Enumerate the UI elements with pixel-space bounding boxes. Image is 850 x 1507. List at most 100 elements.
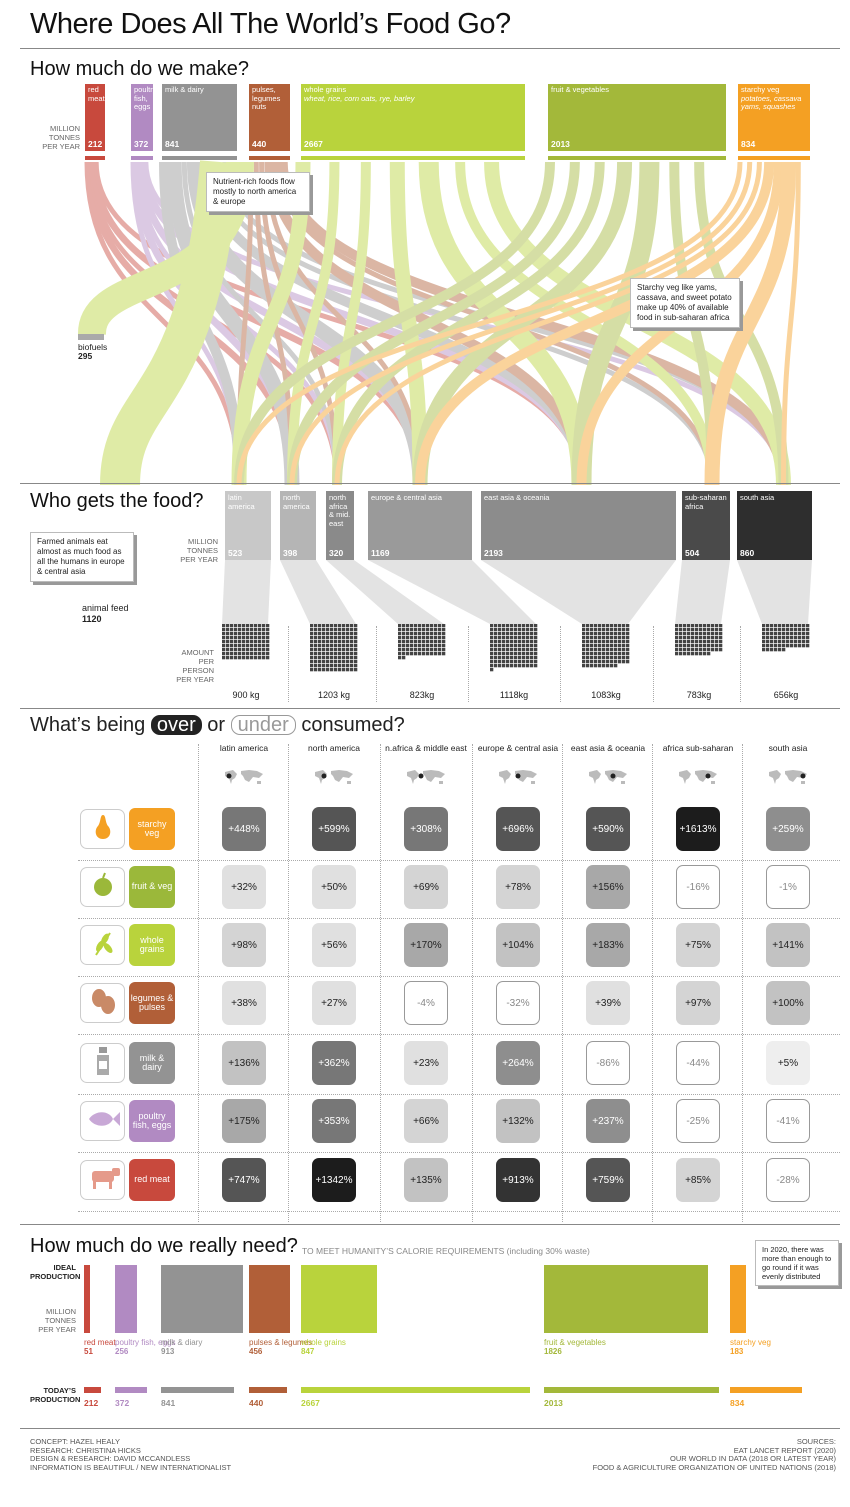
- need-label: starchy veg 183: [730, 1338, 800, 1356]
- ideal-label: IDEAL PRODUCTION: [30, 1263, 81, 1281]
- flow-band: [781, 161, 801, 486]
- row-label: legumes & pulses: [129, 982, 175, 1024]
- ideal-bar: [249, 1265, 290, 1333]
- row-divider: [78, 860, 840, 861]
- production-value: 212: [88, 138, 103, 149]
- today-value: 834: [730, 1398, 745, 1408]
- world-map-icon: [587, 768, 629, 786]
- need-label-text: pulses & legumes: [249, 1338, 313, 1347]
- divider: [20, 48, 840, 49]
- ideal-bar: [84, 1265, 90, 1333]
- flow-band: [412, 161, 633, 486]
- region-value: 320: [329, 547, 344, 558]
- food-flow-diagram: [78, 160, 801, 486]
- flow-band: [84, 161, 242, 486]
- column-divider: [653, 626, 654, 702]
- ideal-bar: [115, 1265, 137, 1333]
- change-cell: +23%: [404, 1041, 448, 1085]
- column-divider: [742, 744, 743, 1222]
- beans-icon: [88, 986, 118, 1021]
- row-divider: [78, 918, 840, 919]
- need-value: 51: [84, 1347, 93, 1356]
- per-person-grid: [762, 624, 810, 678]
- biofuels-label: biofuels 295: [78, 342, 108, 361]
- world-map-icon: [313, 768, 355, 786]
- production-block-fruit: fruit & vegetables 2013: [548, 84, 726, 151]
- flow-band: [131, 161, 296, 486]
- production-value: 440: [252, 138, 267, 149]
- flow-band: [571, 161, 660, 486]
- per-person-grid: [398, 624, 446, 678]
- change-cell: +264%: [496, 1041, 540, 1085]
- row-divider: [78, 976, 840, 977]
- per-person-label: AMOUNT PER PERSON PER YEAR: [176, 648, 214, 684]
- row-label: starchy veg: [129, 808, 175, 850]
- flow-band: [100, 160, 240, 486]
- production-label: poultry fish, eggs: [134, 85, 157, 111]
- region-funnel: [737, 560, 812, 624]
- flow-band: [130, 161, 242, 486]
- row-icon-box: [80, 1160, 125, 1200]
- flow-band: [85, 161, 296, 486]
- column-divider: [740, 626, 741, 702]
- flow-band: [234, 161, 555, 486]
- change-cell: +1613%: [676, 807, 720, 851]
- milk-bottle-icon: [93, 1045, 113, 1082]
- production-value: 2013: [551, 138, 570, 149]
- region-block: east asia & oceania 2193: [481, 491, 676, 560]
- change-cell: +237%: [586, 1099, 630, 1143]
- today-bar: [730, 1387, 802, 1393]
- flow-band: [455, 161, 717, 486]
- production-label: pulses, legumes nuts: [252, 85, 281, 111]
- section-title-who: Who gets the food?: [30, 490, 204, 512]
- today-value: 2013: [544, 1398, 563, 1408]
- production-label: fruit & vegetables: [551, 85, 609, 94]
- flow-band: [389, 161, 428, 486]
- flow-band: [93, 161, 584, 486]
- change-cell: +156%: [586, 865, 630, 909]
- biofuels-bar: [78, 334, 104, 340]
- today-bar: [249, 1387, 287, 1393]
- production-bar-milk: [162, 156, 237, 160]
- cow-icon: [84, 1165, 122, 1196]
- today-bar: [301, 1387, 530, 1393]
- today-bar: [161, 1387, 234, 1393]
- divider: [20, 1224, 840, 1225]
- row-icon-box: [80, 1043, 125, 1083]
- region-label: north america: [283, 493, 310, 511]
- production-bar-pulses: [249, 156, 290, 160]
- pear-icon: [90, 812, 116, 847]
- need-label-text: milk & diary: [161, 1338, 203, 1347]
- change-cell: +135%: [404, 1158, 448, 1202]
- row-divider: [78, 1034, 840, 1035]
- per-person-grid: [675, 624, 723, 678]
- per-person-grid: [222, 624, 270, 678]
- production-bar-poultry: [131, 156, 153, 160]
- ideal-bar: [544, 1265, 708, 1333]
- change-cell: +27%: [312, 981, 356, 1025]
- fish-icon: [85, 1108, 121, 1135]
- need-label: fruit & vegetables 1826: [544, 1338, 614, 1356]
- section-title-need: How much do we really need?: [30, 1235, 298, 1257]
- column-divider: [380, 744, 381, 1222]
- region-funnel: [280, 560, 356, 624]
- production-label: starchy veg: [741, 85, 780, 94]
- column-divider: [468, 626, 469, 702]
- production-label: red meat: [88, 85, 105, 103]
- region-label: sub-saharan africa: [685, 493, 727, 511]
- flow-band: [415, 161, 775, 486]
- world-map-icon: [677, 768, 719, 786]
- column-divider: [560, 626, 561, 702]
- flow-band: [159, 161, 244, 486]
- need-label-text: fruit & vegetables: [544, 1338, 606, 1347]
- unit-label: MILLION TONNES PER YEAR: [180, 537, 218, 564]
- flow-band: [199, 161, 587, 486]
- change-cell: +696%: [496, 807, 540, 851]
- production-sublabel: potatoes, cassava yams, squashes: [741, 93, 802, 111]
- divider: [20, 483, 840, 484]
- today-value: 841: [161, 1398, 176, 1408]
- row-label: poultry fish, eggs: [129, 1100, 175, 1142]
- animal-feed-label: animal feed 1120: [82, 603, 129, 624]
- change-cell: -4%: [404, 981, 448, 1025]
- need-value: 256: [115, 1347, 129, 1356]
